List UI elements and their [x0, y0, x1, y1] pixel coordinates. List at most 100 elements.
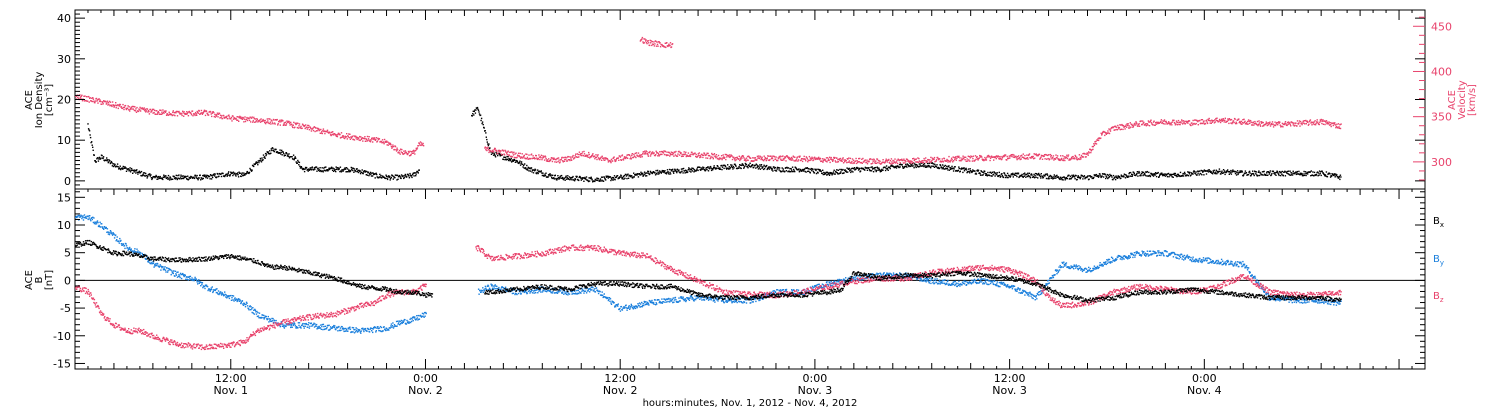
velocity-series-point: [587, 156, 589, 158]
velocity-series-point: [759, 156, 762, 158]
density-series-point: [156, 176, 159, 178]
density-series-point: [378, 176, 380, 178]
velocity-series-point: [930, 161, 933, 163]
velocity-series-point: [795, 160, 797, 162]
velocity-series-point: [634, 155, 636, 158]
velocity-series-point: [176, 115, 179, 117]
velocity-series-point: [1270, 123, 1272, 126]
velocity-series-point: [940, 160, 942, 162]
density-series-point: [1041, 175, 1044, 178]
density-series-point: [1140, 174, 1142, 177]
velocity-series-point: [1078, 154, 1081, 156]
density-series-point: [790, 169, 793, 171]
density-series-point: [513, 158, 515, 161]
velocity-series-point: [554, 161, 556, 163]
density-series-point: [303, 168, 305, 170]
velocity-series-point: [1299, 125, 1301, 127]
velocity-series-point: [626, 154, 628, 156]
velocity-series-point: [718, 158, 720, 161]
density-series-point: [214, 173, 216, 175]
density-series-point: [1046, 173, 1048, 175]
velocity-series-point: [757, 155, 760, 157]
density-series-point: [739, 164, 741, 166]
velocity-series-point: [987, 154, 990, 157]
density-series-point: [562, 178, 565, 181]
density-series-point: [1018, 176, 1021, 178]
density-series-point: [938, 167, 941, 169]
density-series-point: [1114, 176, 1116, 178]
density-series-point: [304, 168, 306, 170]
density-series-point: [530, 167, 533, 169]
density-series-point: [260, 159, 262, 161]
density-series-point: [394, 176, 396, 179]
velocity-series-point: [231, 120, 233, 122]
velocity-series-point: [1087, 152, 1089, 155]
velocity-series-point: [93, 100, 95, 102]
density-series-point: [506, 158, 509, 160]
density-series-point: [352, 167, 355, 169]
velocity-series-point: [739, 157, 741, 159]
density-series-point: [667, 172, 670, 174]
velocity-series-point: [241, 117, 243, 119]
velocity-series-point: [747, 159, 749, 161]
density-series-point: [196, 177, 199, 180]
velocity-series-point: [738, 158, 740, 160]
velocity-spike-series-point: [656, 43, 659, 46]
velocity-series-point: [964, 159, 966, 161]
density-series-point: [209, 178, 211, 180]
density-series-point: [153, 176, 156, 178]
velocity-series-point: [381, 139, 384, 141]
velocity-series-point: [153, 109, 156, 112]
velocity-series-point: [1079, 156, 1082, 159]
density-series-point: [807, 167, 809, 170]
density-series-point: [996, 172, 998, 174]
velocity-series-point: [796, 157, 798, 159]
velocity-series-point: [114, 104, 116, 106]
density-series-point: [1080, 176, 1082, 178]
velocity-series-point: [810, 158, 813, 160]
density-series-point: [843, 172, 845, 174]
velocity-series-point: [252, 120, 254, 122]
velocity-series-point: [1081, 156, 1084, 158]
velocity-series-point: [636, 154, 638, 156]
velocity-series-point: [243, 118, 246, 120]
density-series-point: [475, 109, 477, 111]
velocity-series-point: [872, 160, 874, 162]
density-series-point: [515, 161, 517, 163]
velocity-series-point: [306, 128, 308, 130]
density-series-point: [295, 157, 297, 159]
velocity-series-point: [745, 157, 748, 159]
density-series-point: [923, 163, 926, 165]
velocity-series-point: [1253, 122, 1256, 125]
velocity-series-point: [845, 160, 847, 162]
density-series-point: [727, 164, 729, 166]
density-series-point: [832, 171, 835, 173]
velocity-spike-series-point: [665, 46, 667, 49]
velocity-series-point: [106, 100, 109, 102]
density-series-point: [1067, 175, 1069, 177]
density-series-point: [477, 108, 479, 110]
density-series-point: [1213, 169, 1215, 171]
velocity-series-point: [230, 118, 232, 120]
density-series-point: [282, 151, 284, 153]
density-series-point: [217, 173, 219, 175]
velocity-series-point: [372, 138, 374, 141]
density-series-point: [313, 169, 315, 171]
velocity-series-point: [152, 112, 154, 114]
velocity-series-point: [918, 157, 920, 160]
density-series-point: [518, 161, 521, 163]
velocity-series-point: [1107, 130, 1109, 132]
velocity-series-point: [712, 156, 714, 158]
velocity-series-point: [563, 160, 565, 162]
density-series-point: [610, 179, 612, 182]
density-series-point: [853, 167, 856, 169]
density-series-point: [343, 168, 346, 170]
density-series-point: [510, 159, 512, 161]
density-series-point: [1057, 176, 1060, 178]
density-series-point: [1281, 173, 1283, 175]
density-series-point: [621, 177, 623, 179]
density-series-point: [297, 161, 299, 163]
density-series-point: [717, 165, 719, 168]
density-series-point: [370, 175, 373, 177]
